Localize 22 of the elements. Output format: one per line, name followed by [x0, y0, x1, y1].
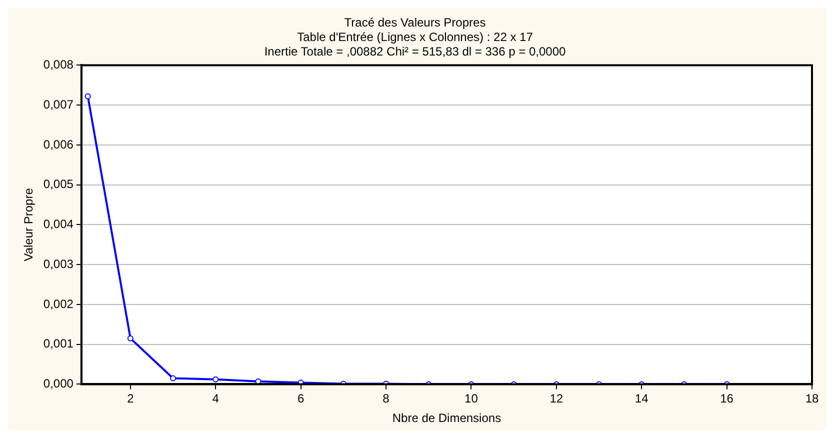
y-tick-label: 0,006 — [43, 137, 74, 152]
x-tick-label: 18 — [805, 392, 819, 406]
x-tick-label: 16 — [720, 392, 734, 406]
y-tick-label: 0,008 — [43, 58, 74, 72]
x-tick-label: 2 — [127, 392, 134, 406]
x-tick-label: 10 — [464, 392, 478, 406]
y-axis-title: Valeur Propre — [22, 188, 36, 262]
y-tick-label: 0,005 — [43, 177, 74, 192]
x-tick-label: 12 — [550, 392, 564, 406]
y-tick-label: 0,002 — [43, 296, 74, 311]
x-axis-title: Nbre de Dimensions — [392, 411, 502, 426]
chart-subtitle: Table d'Entrée (Lignes x Colonnes) : 22 x 17 Inertie Totale = ,00882 Chi² = 515,83 dl = 336 p = 0,0000 — [264, 30, 566, 58]
x-tick-label: 8 — [382, 392, 390, 406]
y-tick-label: 0,001 — [43, 336, 74, 351]
chart-title: Tracé des Valeurs Propres — [344, 16, 486, 30]
y-tick-label: 0,004 — [43, 217, 74, 232]
x-tick-label: 14 — [634, 392, 649, 406]
y-tick-label: 0,000 — [43, 376, 74, 391]
x-tick-label: 4 — [212, 392, 220, 406]
x-tick-label: 6 — [297, 392, 304, 406]
y-tick-label: 0,007 — [43, 97, 74, 112]
y-tick-label: 0,003 — [43, 256, 74, 271]
